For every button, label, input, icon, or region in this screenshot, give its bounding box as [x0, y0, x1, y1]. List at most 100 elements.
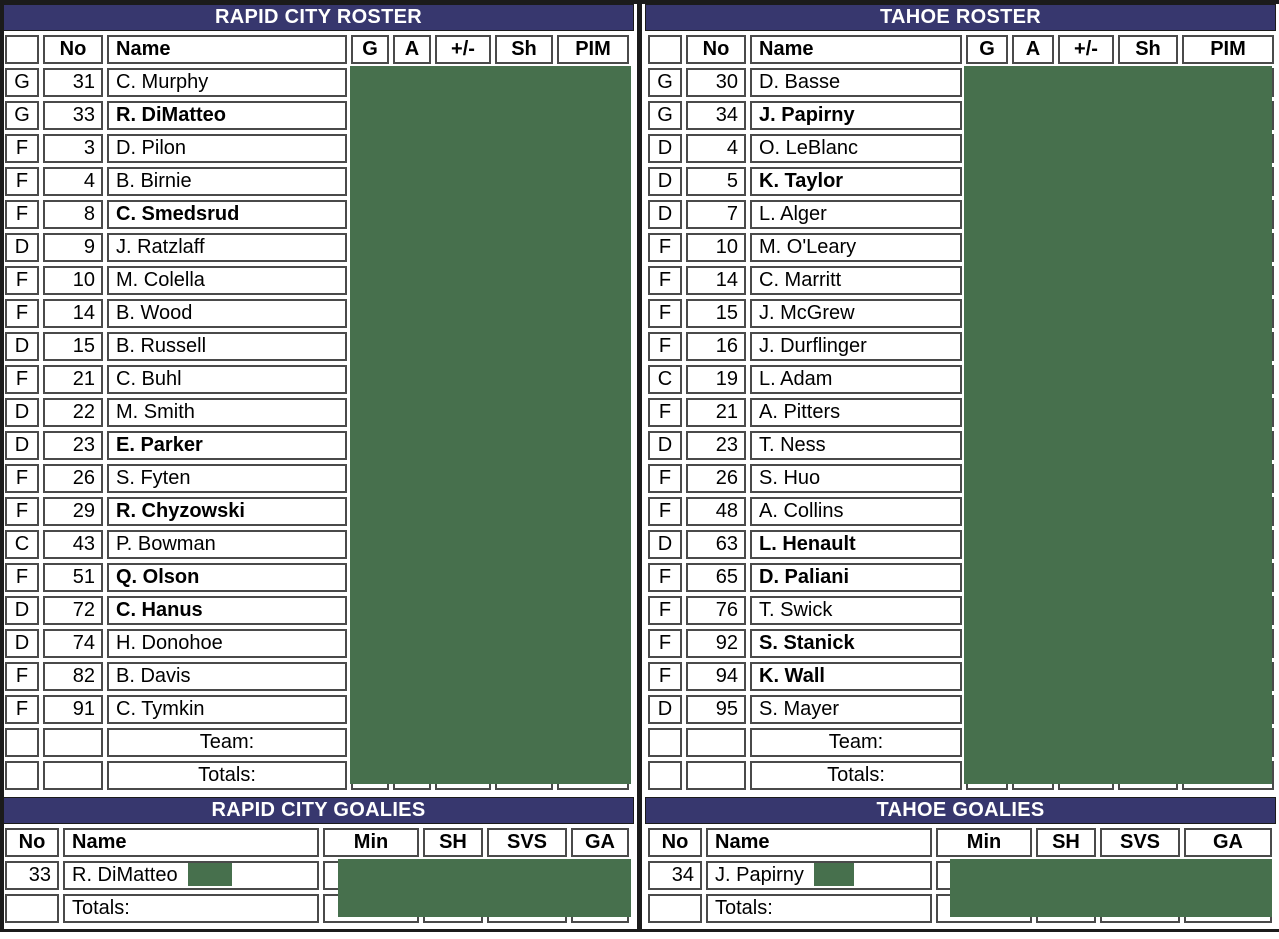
position-cell: F: [5, 563, 39, 592]
number-cell: 76: [686, 596, 746, 625]
number-cell: 30: [686, 68, 746, 97]
position-cell: D: [648, 530, 682, 559]
number-cell: [686, 761, 746, 790]
number-cell: 21: [43, 365, 103, 394]
number-cell: 51: [43, 563, 103, 592]
number-cell: 72: [43, 596, 103, 625]
name-cell: J. Papirny: [750, 101, 962, 130]
tahoe-section: TAHOE ROSTER No Name G A +/- Sh PIM: [642, 0, 1279, 932]
name-cell: J. Ratzlaff: [107, 233, 347, 262]
position-cell: F: [5, 134, 39, 163]
number-cell: 15: [686, 299, 746, 328]
number-cell: 74: [43, 629, 103, 658]
position-cell: [648, 728, 682, 757]
position-cell: D: [5, 233, 39, 262]
name-cell: L. Henault: [750, 530, 962, 559]
name-cell: B. Wood: [107, 299, 347, 328]
name-cell: S. Huo: [750, 464, 962, 493]
assists-column-header: A: [1012, 35, 1054, 64]
totals-label-cell: Totals:: [107, 761, 347, 790]
name-cell: M. O'Leary: [750, 233, 962, 262]
number-cell: 23: [686, 431, 746, 460]
assists-column-header: A: [393, 35, 431, 64]
redaction-overlay: [964, 66, 1272, 784]
number-cell: 29: [43, 497, 103, 526]
number-cell: 43: [43, 530, 103, 559]
position-cell: C: [648, 365, 682, 394]
position-cell: G: [5, 68, 39, 97]
name-cell: C. Hanus: [107, 596, 347, 625]
name-cell: R. DiMatteo: [63, 861, 319, 890]
goalie-name: R. DiMatteo: [72, 864, 178, 886]
number-cell: 9: [43, 233, 103, 262]
position-cell: F: [648, 497, 682, 526]
position-cell: F: [5, 266, 39, 295]
goalies-title: RAPID CITY GOALIES: [211, 799, 426, 821]
number-cell: 4: [686, 134, 746, 163]
goalie-header-row: No Name Min SH SVS GA: [648, 828, 1272, 857]
rapid-city-goalies-banner: RAPID CITY GOALIES: [3, 797, 634, 824]
name-cell: B. Russell: [107, 332, 347, 361]
number-cell: 26: [686, 464, 746, 493]
goalie-header-row: No Name Min SH SVS GA: [5, 828, 629, 857]
name-cell: L. Alger: [750, 200, 962, 229]
number-cell: 65: [686, 563, 746, 592]
position-cell: [648, 761, 682, 790]
position-cell: D: [5, 596, 39, 625]
position-cell: F: [5, 365, 39, 394]
name-cell: E. Parker: [107, 431, 347, 460]
name-cell: M. Colella: [107, 266, 347, 295]
position-cell: D: [5, 398, 39, 427]
name-cell: O. LeBlanc: [750, 134, 962, 163]
position-cell: D: [648, 134, 682, 163]
position-cell: F: [648, 266, 682, 295]
name-cell: K. Taylor: [750, 167, 962, 196]
number-cell: 16: [686, 332, 746, 361]
position-cell: G: [648, 68, 682, 97]
minutes-column-header: Min: [323, 828, 419, 857]
name-cell: J. McGrew: [750, 299, 962, 328]
name-cell: B. Davis: [107, 662, 347, 691]
goals-against-column-header: GA: [1184, 828, 1272, 857]
tahoe-goalies-banner: TAHOE GOALIES: [645, 797, 1276, 824]
position-cell: F: [648, 233, 682, 262]
number-cell: 14: [686, 266, 746, 295]
name-cell: H. Donohoe: [107, 629, 347, 658]
position-cell: F: [648, 398, 682, 427]
redaction-overlay: [950, 859, 1272, 917]
tahoe-roster-banner: TAHOE ROSTER: [645, 4, 1276, 31]
number-cell: 14: [43, 299, 103, 328]
pim-column-header: PIM: [1182, 35, 1274, 64]
position-cell: F: [648, 464, 682, 493]
name-cell: S. Mayer: [750, 695, 962, 724]
number-cell: [648, 894, 702, 923]
shots-column-header: Sh: [495, 35, 553, 64]
position-cell: D: [648, 695, 682, 724]
position-cell: D: [5, 332, 39, 361]
position-column-header: [648, 35, 682, 64]
name-cell: C. Marritt: [750, 266, 962, 295]
goals-column-header: G: [351, 35, 389, 64]
number-cell: 48: [686, 497, 746, 526]
totals-label-cell: Totals:: [706, 894, 932, 923]
name-cell: C. Smedsrud: [107, 200, 347, 229]
position-cell: F: [648, 563, 682, 592]
name-column-header: Name: [750, 35, 962, 64]
goals-column-header: G: [966, 35, 1008, 64]
name-cell: M. Smith: [107, 398, 347, 427]
number-cell: 4: [43, 167, 103, 196]
number-cell: 19: [686, 365, 746, 394]
name-cell: R. DiMatteo: [107, 101, 347, 130]
totals-label-cell: Totals:: [750, 761, 962, 790]
number-cell: 8: [43, 200, 103, 229]
number-cell: 95: [686, 695, 746, 724]
position-cell: D: [648, 167, 682, 196]
number-cell: 63: [686, 530, 746, 559]
position-cell: F: [648, 299, 682, 328]
position-cell: F: [5, 200, 39, 229]
name-cell: S. Fyten: [107, 464, 347, 493]
position-column-header: [5, 35, 39, 64]
totals-label-cell: Totals:: [63, 894, 319, 923]
rapid-city-roster-banner: RAPID CITY ROSTER: [3, 4, 634, 31]
number-cell: 82: [43, 662, 103, 691]
